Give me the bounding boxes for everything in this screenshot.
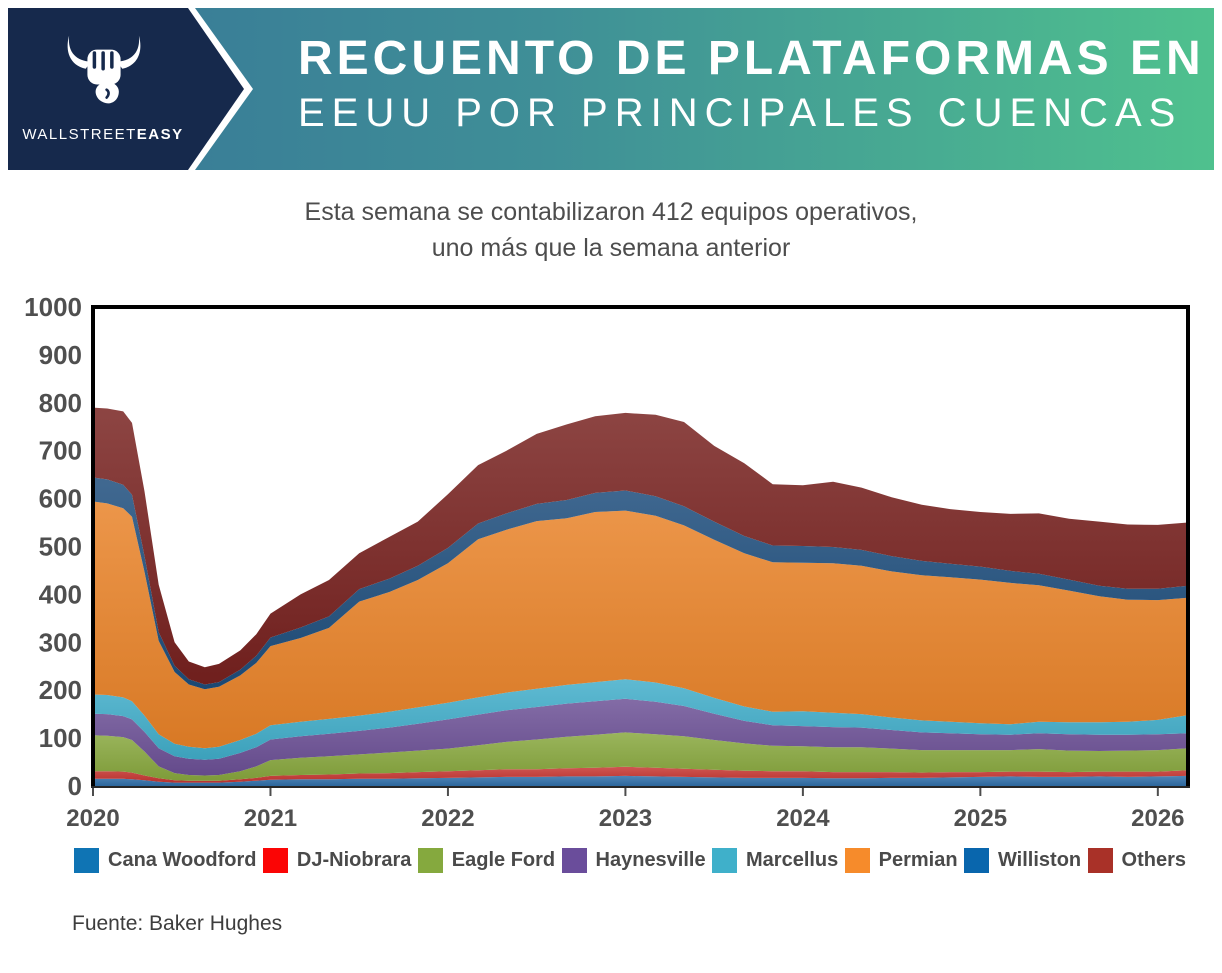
legend-swatch-icon [417, 847, 443, 873]
legend-label: Marcellus [746, 848, 839, 871]
legend-label: Permian [878, 848, 958, 871]
y-axis-label: 200 [39, 675, 82, 705]
legend-label: Williston [997, 848, 1082, 871]
legend-swatch-icon [561, 847, 587, 873]
area-eagle-ford [93, 732, 1188, 781]
legend-swatch-icon [1087, 847, 1113, 873]
legend-swatch-icon [262, 847, 288, 873]
chart-subtitle: Esta semana se contabilizaron 412 equipo… [0, 194, 1222, 266]
page-title-line1: RECUENTO DE PLATAFORMAS EN [298, 32, 1205, 85]
x-axis-label: 2021 [244, 805, 297, 832]
rig-count-stacked-area-chart: 0 100 200 300 400 500 600 700 800 900 1000 2020 2021… [24, 292, 1190, 832]
legend-item-dj-niobrara: DJ-Niobrara [262, 847, 412, 873]
y-axis-label: 700 [39, 436, 82, 466]
rig-count-chart-area: 0 100 200 300 400 500 600 700 800 900 1000 2020 2021… [0, 270, 1222, 870]
area-marcellus [93, 679, 1188, 760]
y-axis-label: 800 [39, 388, 82, 418]
legend-label: Others [1121, 848, 1186, 871]
legend-label: Eagle Ford [451, 848, 556, 871]
page-title: RECUENTO DE PLATAFORMAS EN EEUU POR PRIN… [298, 32, 1205, 140]
legend-label: DJ-Niobrara [296, 848, 412, 871]
area-permian [93, 501, 1188, 749]
chart-subtitle-line1: Esta semana se contabilizaron 412 equipo… [304, 198, 918, 226]
legend-swatch-icon [963, 847, 989, 873]
legend-item-marcellus: Marcellus [712, 847, 839, 873]
y-axis-label: 100 [39, 723, 82, 753]
chart-legend: Cana Woodford DJ-Niobrara Eagle Ford Haynes… [74, 843, 1186, 877]
legend-item-williston: Williston [963, 847, 1082, 873]
y-axis-label: 0 [68, 771, 82, 801]
area-dj-niobrara [93, 766, 1188, 783]
legend-swatch-icon [844, 847, 870, 873]
legend-item-eagle-ford: Eagle Ford [417, 847, 556, 873]
source-note: Fuente: Baker Hughes [72, 912, 283, 935]
x-axis-label: 2023 [599, 805, 652, 832]
legend-item-permian: Permian [844, 847, 958, 873]
x-axis-label: 2022 [421, 805, 474, 832]
page-title-line2: EEUU POR PRINCIPALES CUENCAS [298, 91, 1183, 135]
y-axis-label: 400 [39, 579, 82, 609]
y-axis-label: 500 [39, 532, 82, 562]
brand-logo-block: WALLSTREETEASY [8, 8, 198, 170]
header-banner: WALLSTREETEASY RECUENTO DE PLATAFORMAS E… [8, 8, 1214, 170]
bull-logo-icon [67, 35, 141, 104]
chart-subtitle-line2: uno más que la semana anterior [431, 234, 791, 262]
legend-item-haynesville: Haynesville [561, 847, 706, 873]
legend-swatch-icon [712, 847, 737, 873]
y-axis-label: 900 [39, 340, 82, 370]
x-axis-label: 2020 [66, 805, 119, 832]
x-axis-label: 2026 [1131, 805, 1184, 832]
brand-wordmark: WALLSTREETEASY [8, 126, 198, 143]
legend-label: Haynesville [595, 848, 706, 871]
y-axis-label: 1000 [24, 292, 82, 322]
x-axis-label: 2025 [954, 805, 1007, 832]
legend-item-cana-woodford: Cana Woodford [74, 847, 257, 873]
area-others [93, 407, 1188, 685]
legend-label: Cana Woodford [108, 848, 257, 871]
legend-item-others: Others [1087, 847, 1186, 873]
x-axis-label: 2024 [776, 805, 830, 832]
y-axis-label: 600 [39, 484, 82, 514]
brand-wordmark-bold: EASY [136, 126, 184, 143]
area-haynesville [93, 698, 1188, 776]
brand-wordmark-thin: WALLSTREET [22, 126, 137, 143]
area-cana-woodford [93, 775, 1188, 786]
y-axis-label: 300 [39, 627, 82, 657]
legend-swatch-icon [74, 847, 99, 873]
